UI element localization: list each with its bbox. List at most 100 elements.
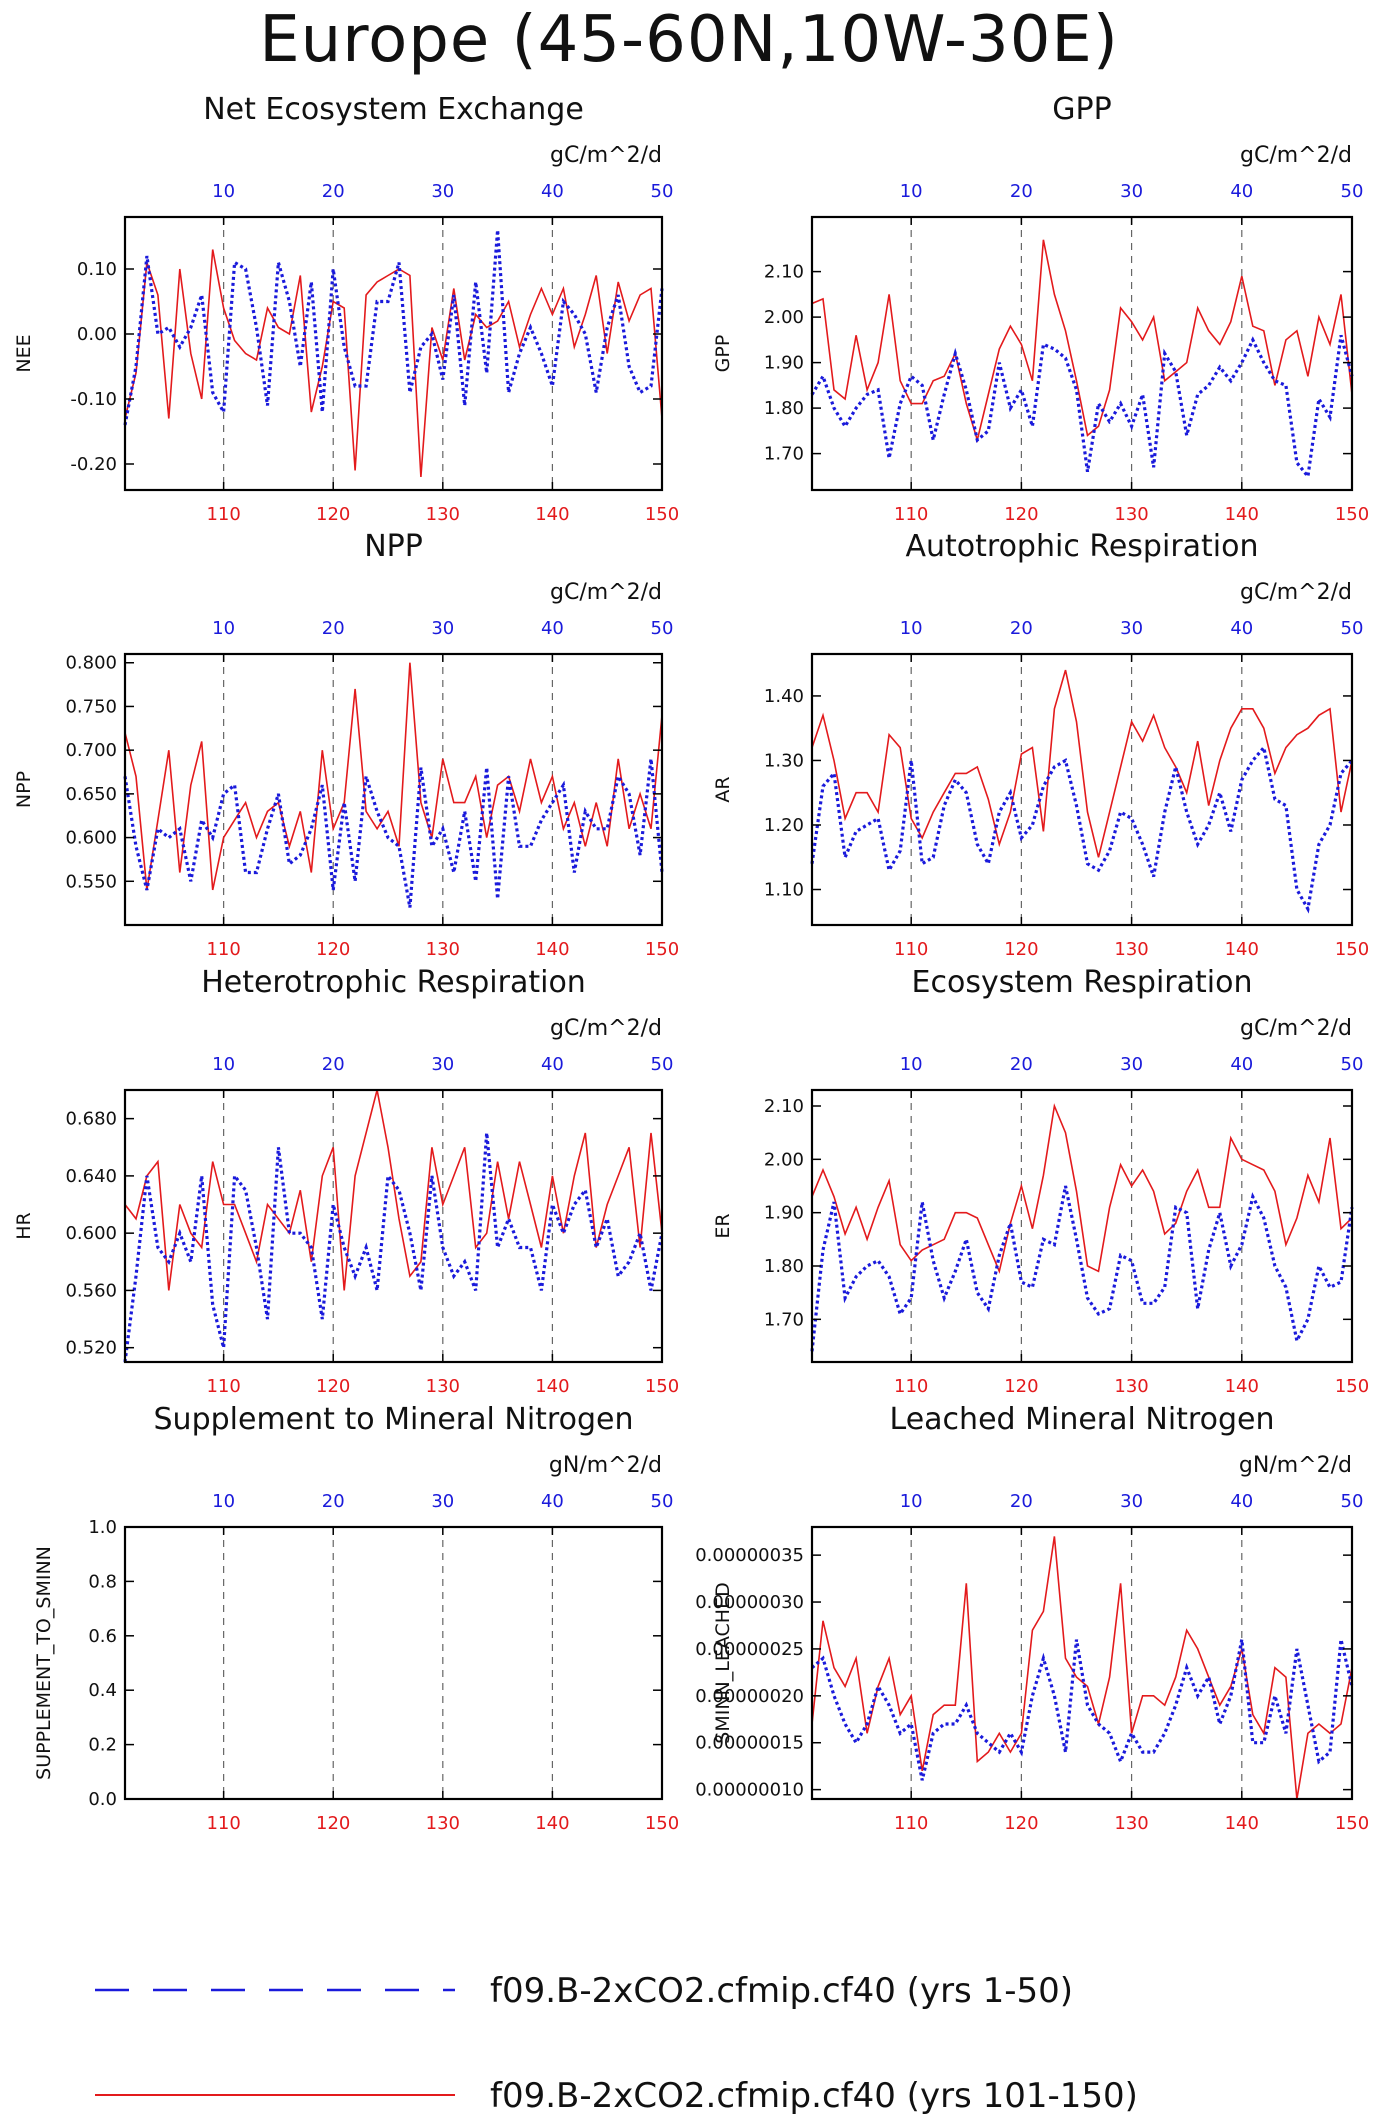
y-tick-label: 0.00000020 <box>695 1686 804 1707</box>
top-tick-label: 30 <box>1120 181 1143 202</box>
top-tick-label: 50 <box>651 1054 674 1075</box>
top-tick-label: 10 <box>212 1054 235 1075</box>
y-tick-label: 0.00000035 <box>695 1545 804 1566</box>
x-tick-label: 110 <box>206 1376 240 1397</box>
x-tick-label: 150 <box>645 504 679 525</box>
panel-title: Supplement to Mineral Nitrogen <box>154 1402 634 1437</box>
y-tick-label: 1.70 <box>764 1309 804 1330</box>
y-tick-label: 0.800 <box>65 653 117 674</box>
top-tick-label: 40 <box>541 1491 564 1512</box>
legend-label-yrs-101-150: f09.B-2xCO2.cfmip.cf40 (yrs 101-150) <box>490 2076 1138 2116</box>
y-tick-label: 1.40 <box>764 686 804 707</box>
y-tick-label: 0.6 <box>88 1626 117 1647</box>
series-line-yrs-101-150 <box>811 669 1353 858</box>
plot-frame <box>123 1525 664 1801</box>
series-line-yrs-101-150 <box>124 249 663 478</box>
x-tick-label: 120 <box>1004 1813 1038 1834</box>
y-tick-label: 0.2 <box>88 1735 117 1756</box>
top-tick-label: 50 <box>1341 181 1364 202</box>
x-tick-label: 120 <box>316 1813 350 1834</box>
top-tick-label: 10 <box>900 1054 923 1075</box>
panel-title: Net Ecosystem Exchange <box>203 92 584 127</box>
y-tick-label: 0.640 <box>65 1166 117 1187</box>
y-axis-label: NEE <box>13 334 35 372</box>
x-tick-label: 120 <box>316 504 350 525</box>
top-tick-label: 30 <box>1120 1491 1143 1512</box>
panel-heterotrophic-respiration: Heterotrophic Respiration gC/m^2/d 110 120 1… <box>13 965 679 1397</box>
x-tick-label: 120 <box>1004 1376 1038 1397</box>
x-tick-label: 130 <box>426 1376 460 1397</box>
x-tick-label: 130 <box>1114 504 1148 525</box>
y-tick-label: 0.600 <box>65 828 117 849</box>
y-tick-label: 2.00 <box>764 1149 804 1170</box>
x-tick-label: 110 <box>206 939 240 960</box>
top-tick-label: 10 <box>900 181 923 202</box>
x-tick-label: 140 <box>535 1376 569 1397</box>
series-line-yrs-1-50 <box>810 744 1354 914</box>
series-line-yrs-101-150 <box>124 1089 663 1291</box>
y-tick-label: 0.680 <box>65 1109 117 1130</box>
units-label: gC/m^2/d <box>550 580 662 605</box>
chart-legend: f09.B-2xCO2.cfmip.cf40 (yrs 1-50) f09.B-… <box>95 1971 1138 2116</box>
x-tick-label: 110 <box>894 504 928 525</box>
plot-frame <box>810 1088 1354 1364</box>
y-tick-label: -0.10 <box>70 389 117 410</box>
y-tick-label: 1.90 <box>764 353 804 374</box>
top-tick-label: 30 <box>431 181 454 202</box>
y-tick-label: 0.00 <box>77 324 117 345</box>
panel-gpp: GPP gC/m^2/d 110 120 130 140 150 10 20 30 40 50 2.10… <box>712 92 1369 525</box>
top-tick-label: 50 <box>651 618 674 639</box>
series-line-yrs-1-50 <box>123 1132 664 1363</box>
top-tick-label: 50 <box>651 181 674 202</box>
y-tick-label: 1.70 <box>764 444 804 465</box>
x-tick-label: 140 <box>1225 939 1259 960</box>
top-tick-label: 30 <box>431 618 454 639</box>
top-tick-label: 20 <box>322 181 345 202</box>
x-tick-label: 120 <box>1004 504 1038 525</box>
y-tick-label: 2.10 <box>764 1096 804 1117</box>
x-tick-label: 140 <box>1225 1813 1259 1834</box>
y-axis-label: AR <box>712 776 734 802</box>
units-label: gC/m^2/d <box>1240 143 1352 168</box>
top-tick-label: 30 <box>1120 1054 1143 1075</box>
x-tick-label: 120 <box>1004 939 1038 960</box>
top-tick-label: 10 <box>900 618 923 639</box>
plot-frame <box>810 215 1354 492</box>
legend-label-yrs-1-50: f09.B-2xCO2.cfmip.cf40 (yrs 1-50) <box>490 1971 1073 2011</box>
y-tick-label: 0.700 <box>65 740 117 761</box>
page-title: Europe (45-60N,10W-30E) <box>259 3 1119 77</box>
series-line-yrs-101-150 <box>811 1103 1353 1274</box>
top-tick-label: 10 <box>212 618 235 639</box>
x-tick-label: 150 <box>645 1376 679 1397</box>
y-tick-label: 1.0 <box>88 1517 117 1538</box>
y-tick-label: 1.30 <box>764 750 804 771</box>
y-tick-label: 0.550 <box>65 871 117 892</box>
series-line-yrs-101-150 <box>811 239 1353 444</box>
units-label: gC/m^2/d <box>550 143 662 168</box>
y-tick-label: 2.00 <box>764 307 804 328</box>
top-tick-label: 20 <box>1010 181 1033 202</box>
top-tick-label: 20 <box>1010 1491 1033 1512</box>
top-tick-label: 30 <box>431 1491 454 1512</box>
y-tick-label: 0.600 <box>65 1223 117 1244</box>
x-tick-label: 150 <box>1335 939 1369 960</box>
units-label: gC/m^2/d <box>550 1016 662 1041</box>
y-tick-label: 1.20 <box>764 815 804 836</box>
y-tick-label: 1.10 <box>764 880 804 901</box>
panel-title: Autotrophic Respiration <box>905 529 1258 564</box>
top-tick-label: 20 <box>1010 1054 1033 1075</box>
top-tick-label: 40 <box>541 1054 564 1075</box>
x-tick-label: 130 <box>1114 939 1148 960</box>
units-label: gN/m^2/d <box>1239 1453 1352 1478</box>
x-tick-label: 140 <box>535 1813 569 1834</box>
y-axis-label: ER <box>712 1213 734 1238</box>
panel-title: NPP <box>364 529 423 564</box>
panel-ecosystem-respiration: Ecosystem Respiration gC/m^2/d 110 120 130 14… <box>712 965 1369 1397</box>
y-tick-label: -0.20 <box>70 454 117 475</box>
series-line-yrs-1-50 <box>810 1639 1354 1781</box>
y-axis-label: SUPPLEMENT_TO_SMINN <box>33 1546 55 1780</box>
y-tick-label: 0.8 <box>88 1571 117 1592</box>
series-line-yrs-1-50 <box>810 1185 1354 1352</box>
top-tick-label: 20 <box>322 1491 345 1512</box>
y-tick-label: 0.00000025 <box>695 1639 804 1660</box>
